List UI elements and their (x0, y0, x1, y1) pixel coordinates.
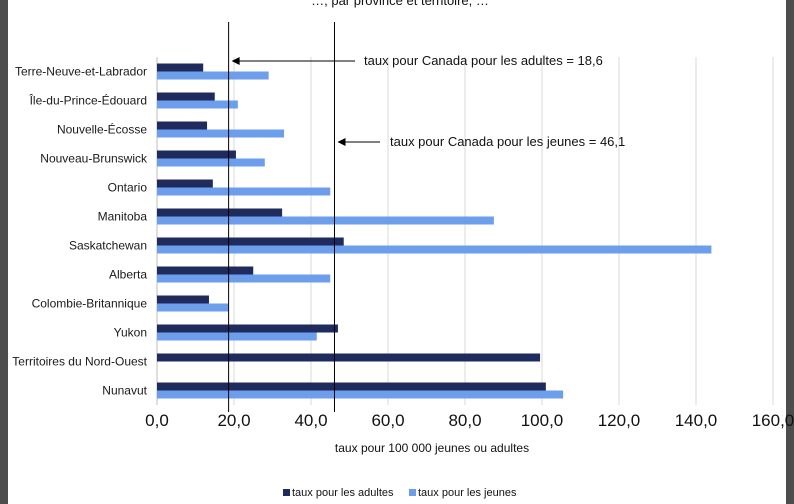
x-tick-label: 120,0 (598, 411, 641, 430)
category-labels: Terre-Neuve-et-Labrador Île-du-Prince-Édo… (12, 65, 148, 398)
reference-lines: taux pour Canada pour les adultes = 18,6… (228, 22, 625, 412)
x-tick-label: 100,0 (521, 411, 564, 430)
legend: taux pour les adultes taux pour les jeune… (283, 487, 517, 499)
ref-arrowhead-adultes (231, 57, 240, 65)
bars (157, 63, 712, 399)
grid-lines (156, 57, 774, 405)
bar-adultes-8 (157, 295, 209, 304)
category-label: Territoires du Nord-Ouest (12, 355, 147, 369)
x-tick-label: 160,0 (752, 411, 794, 430)
bar-adultes-6 (157, 237, 344, 246)
bar-adultes-0 (157, 63, 204, 72)
x-axis-label: taux pour 100 000 jeunes ou adultes (335, 441, 529, 455)
tick-labels: 0,0 20,0 40,0 60,0 80,0 100,0 120,0 140,0 160,0 (145, 411, 794, 430)
bar-adultes-1 (157, 92, 215, 101)
bar-jeunes-8 (157, 303, 229, 312)
bar-jeunes-0 (157, 71, 269, 80)
category-label: Ontario (108, 181, 148, 195)
category-label: Nouvelle-Écosse (57, 122, 147, 137)
ref-arrowhead-jeunes (337, 138, 346, 146)
ref-label-adultes: taux pour Canada pour les adultes = 18,6 (364, 53, 603, 68)
category-label: Nouveau-Brunswick (40, 152, 148, 166)
bar-jeunes-9 (157, 332, 317, 341)
bar-jeunes-1 (157, 100, 238, 109)
category-label: Yukon (114, 326, 147, 340)
legend-swatch (409, 489, 416, 496)
x-tick-label: 140,0 (675, 411, 718, 430)
bar-jeunes-3 (157, 158, 265, 167)
bar-jeunes-7 (157, 274, 331, 283)
category-label: Alberta (109, 268, 147, 282)
bar-adultes-4 (157, 179, 213, 188)
x-tick-label: 40,0 (294, 411, 327, 430)
category-label: Manitoba (98, 210, 148, 224)
bar-jeunes-4 (157, 187, 331, 196)
chart-title: …, par province et territoire, … (311, 0, 489, 8)
x-tick-label: 20,0 (217, 411, 250, 430)
bar-jeunes-11 (157, 390, 564, 399)
bar-adultes-2 (157, 121, 208, 130)
category-label: Terre-Neuve-et-Labrador (15, 65, 147, 79)
bar-adultes-5 (157, 208, 283, 217)
legend-swatch (283, 489, 290, 496)
category-label: Saskatchewan (69, 239, 147, 253)
bar-jeunes-5 (157, 216, 494, 225)
x-tick-label: 60,0 (371, 411, 404, 430)
bar-adultes-7 (157, 266, 254, 275)
legend-label: taux pour les jeunes (418, 487, 517, 499)
x-tick-label: 80,0 (448, 411, 481, 430)
category-label: Nunavut (102, 384, 147, 398)
bar-adultes-11 (157, 382, 546, 391)
legend-label: taux pour les adultes (292, 487, 394, 499)
ref-label-jeunes: taux pour Canada pour les jeunes = 46,1 (390, 134, 625, 149)
bar-adultes-10 (157, 353, 541, 362)
category-label: Île-du-Prince-Édouard (29, 93, 147, 108)
bar-jeunes-2 (157, 129, 285, 138)
x-tick-label: 0,0 (145, 411, 169, 430)
category-label: Colombie-Britannique (32, 297, 148, 311)
bar-adultes-3 (157, 150, 236, 159)
bar-jeunes-6 (157, 245, 712, 254)
bar-adultes-9 (157, 324, 338, 333)
